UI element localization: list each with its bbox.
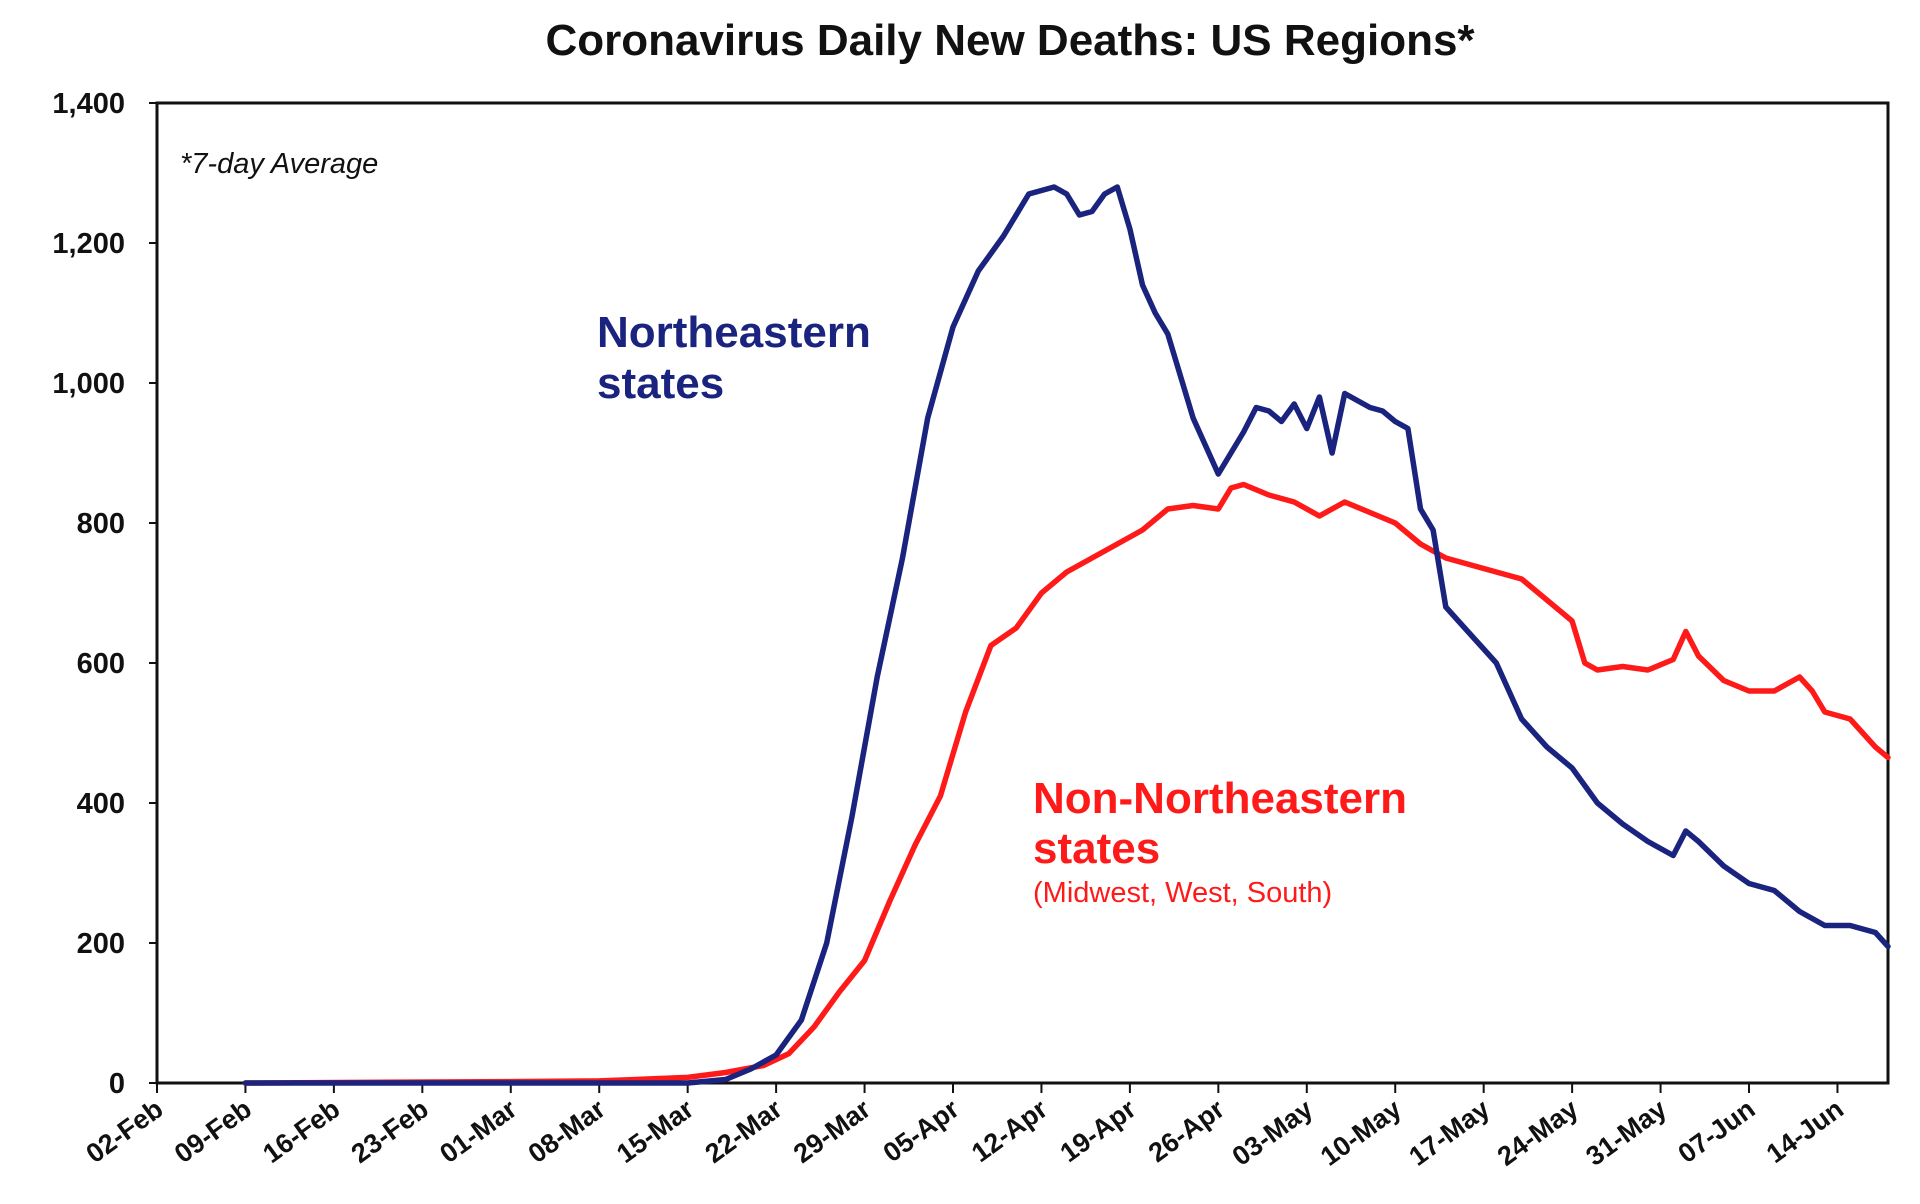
non-northeastern-series-line (242, 481, 1891, 1086)
y-tick-label: 1,000 (52, 368, 125, 400)
y-tick-label: 800 (77, 508, 125, 540)
northeastern-series-label: Northeastern states (597, 308, 871, 408)
chart-title: Coronavirus Daily New Deaths: US Regions… (545, 16, 1475, 65)
non-northeastern-label-line-2: states (1033, 824, 1160, 873)
y-tick-label: 600 (77, 648, 125, 680)
y-tick-label: 1,200 (52, 228, 125, 260)
y-tick-label: 1,400 (52, 88, 125, 120)
average-note: *7-day Average (180, 148, 378, 180)
series-layer (242, 184, 1891, 1086)
y-axis: 0 200 400 600 800 1,000 1,200 1,400 (52, 88, 157, 1100)
non-northeastern-sublabel: (Midwest, West, South) (1033, 877, 1332, 909)
northeastern-label-line-2: states (597, 359, 724, 408)
northeastern-series-line (242, 184, 1891, 1086)
y-tick-label: 0 (109, 1068, 125, 1100)
non-northeastern-label-line-1: Non-Northeastern (1033, 774, 1407, 823)
non-northeastern-series-label: Non-Northeastern states (Midwest, West, … (1033, 774, 1407, 909)
northeastern-label-line-1: Northeastern (597, 308, 871, 357)
plot-area-frame (155, 101, 1890, 1085)
y-tick-label: 400 (77, 788, 125, 820)
y-tick-label: 200 (77, 928, 125, 960)
